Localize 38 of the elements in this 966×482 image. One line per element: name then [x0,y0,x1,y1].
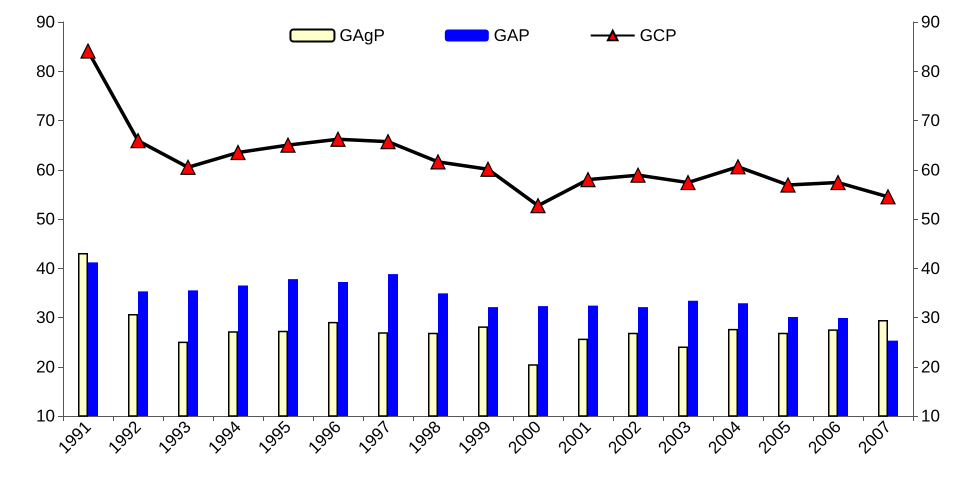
point [730,159,746,174]
y-tick-label: 90 [36,12,55,32]
y-tick-label: 80 [36,62,55,81]
legend-label: GAgP [339,26,385,45]
y2-tick-label: 30 [921,308,940,327]
y2-tick-label: 40 [921,258,940,278]
y2-tick-label: 70 [921,111,940,130]
point [830,174,846,190]
point [780,177,796,193]
y2-tick-label: 60 [921,160,940,180]
y2-tick-label: 90 [921,12,940,32]
y-tick-label: 60 [36,160,55,180]
y-tick-label: 50 [36,210,55,228]
point [80,43,96,59]
point [130,133,146,148]
point [480,162,496,177]
legend-label: GCP [640,26,677,45]
point [180,160,196,175]
y-tick-label: 30 [36,308,55,327]
y-tick-label: 20 [36,357,55,376]
point [680,174,696,190]
y2-tick-label: 80 [921,62,940,81]
y-tick-label: 70 [36,111,55,130]
point [580,172,596,188]
point [430,154,446,170]
y-tick-label: 40 [36,258,55,278]
y2-tick-label: 50 [921,210,940,228]
y2-tick-label: 20 [921,357,940,376]
point [880,189,896,204]
y2-tick-label: 10 [921,406,940,426]
point [280,138,296,153]
point [630,168,646,183]
legend-label: GAP [494,26,530,45]
y-tick-label: 10 [36,406,55,426]
point [230,144,246,160]
point [330,132,346,147]
point [380,134,396,150]
point [530,198,546,214]
